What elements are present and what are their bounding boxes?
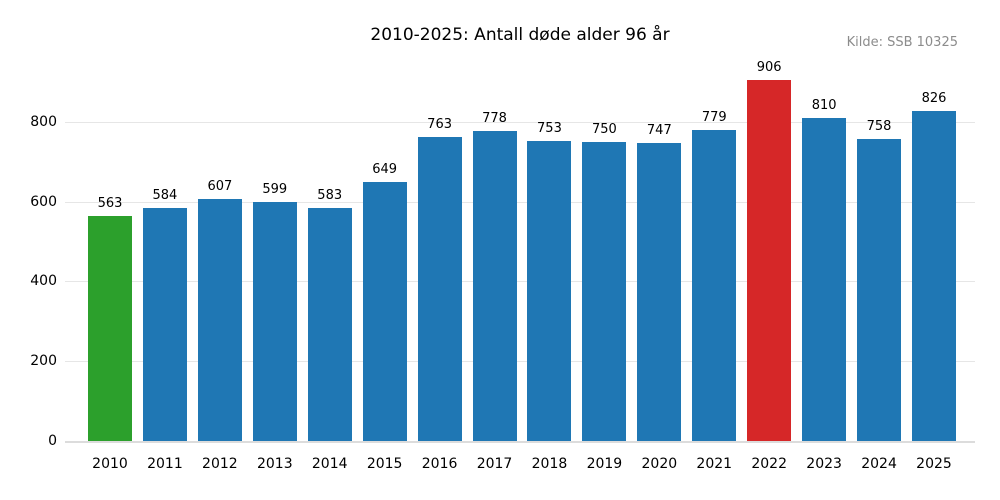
y-tick-label: 600 xyxy=(30,193,57,210)
bar-2011 xyxy=(142,208,187,441)
bar-2015 xyxy=(362,182,407,441)
x-tick-label: 2020 xyxy=(641,456,678,472)
x-tick-label: 2025 xyxy=(916,456,952,472)
x-tick-label: 2012 xyxy=(202,456,238,472)
bar-value-label: 826 xyxy=(921,91,947,107)
y-tick-label: 800 xyxy=(30,113,57,130)
bar-2022 xyxy=(747,79,792,441)
y-tick-label: 0 xyxy=(48,433,57,449)
bar-2017 xyxy=(472,130,517,441)
bar-value-label: 750 xyxy=(591,121,617,137)
x-tick-label: 2011 xyxy=(147,456,183,472)
x-tick-label: 2014 xyxy=(311,456,348,472)
bar-2016 xyxy=(417,136,462,441)
x-tick-label: 2010 xyxy=(92,456,128,472)
bar-2023 xyxy=(802,117,847,441)
x-tick-label: 2013 xyxy=(256,456,293,472)
bar-2021 xyxy=(692,130,737,441)
x-tick-label: 2022 xyxy=(751,456,787,472)
bar-value-label: 747 xyxy=(646,122,672,138)
x-tick-label: 2016 xyxy=(421,456,458,472)
bar-2012 xyxy=(197,198,242,441)
bar-value-label: 563 xyxy=(97,196,123,212)
bar-value-label: 753 xyxy=(537,120,562,136)
y-tick-label: 400 xyxy=(30,273,57,290)
x-tick-label: 2019 xyxy=(586,456,623,472)
bar-2020 xyxy=(637,142,682,441)
bar-2025 xyxy=(911,111,956,441)
bar-2010 xyxy=(88,216,132,441)
bar-value-label: 763 xyxy=(427,116,452,132)
bar-value-label: 599 xyxy=(262,182,288,198)
x-tick-label: 2015 xyxy=(366,456,403,472)
bar-2013 xyxy=(252,202,297,441)
chart-title: 2010-2025: Antall døde alder 96 år xyxy=(370,25,670,45)
x-tick-label: 2024 xyxy=(861,456,897,472)
bar-value-label: 779 xyxy=(701,110,727,126)
bar-2018 xyxy=(527,140,572,441)
x-tick-label: 2021 xyxy=(696,456,733,472)
source-note: Kilde: SSB 10325 xyxy=(846,35,958,50)
bar-value-label: 583 xyxy=(317,188,343,204)
bar-value-label: 649 xyxy=(372,162,398,178)
bar-value-label: 906 xyxy=(756,59,782,75)
x-axis-baseline xyxy=(65,441,975,443)
gridline xyxy=(65,281,975,282)
bar-value-label: 810 xyxy=(811,97,837,113)
bar-2024 xyxy=(857,138,902,441)
x-tick-label: 2017 xyxy=(476,456,513,472)
bar-value-label: 778 xyxy=(482,110,507,126)
bar-value-label: 758 xyxy=(866,118,892,134)
x-tick-label: 2018 xyxy=(531,456,568,472)
gridline xyxy=(65,202,975,203)
gridline xyxy=(65,122,975,123)
gridline xyxy=(65,361,975,362)
y-tick-label: 200 xyxy=(30,353,57,370)
bar-value-label: 584 xyxy=(152,188,178,203)
x-tick-label: 2023 xyxy=(806,456,842,472)
bar-value-label: 607 xyxy=(207,178,233,194)
bar-2019 xyxy=(582,141,627,441)
bar-2014 xyxy=(307,208,352,441)
